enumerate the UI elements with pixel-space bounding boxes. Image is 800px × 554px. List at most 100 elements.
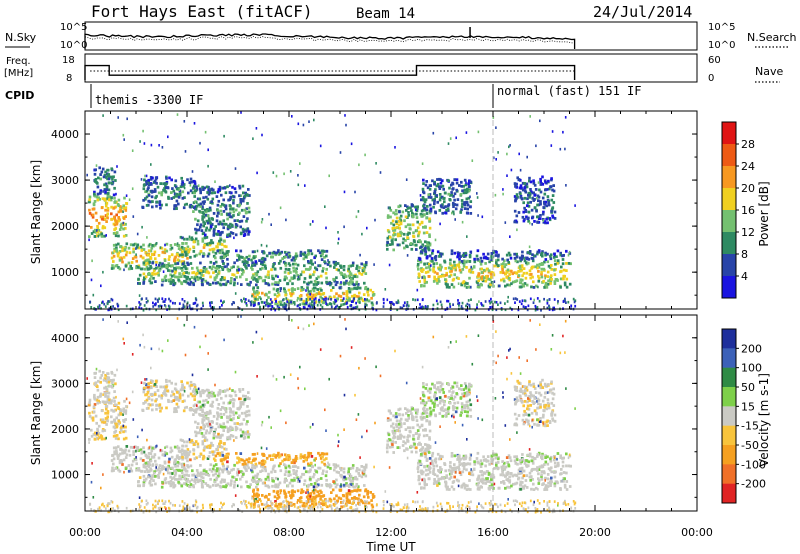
power-cell — [335, 268, 339, 271]
power-cell — [444, 278, 447, 281]
power-cell — [522, 305, 525, 308]
velocity-cell — [144, 400, 147, 404]
power-cell — [537, 276, 541, 280]
power-cell — [429, 211, 432, 215]
power-cell — [310, 280, 313, 284]
power-cell — [542, 219, 545, 222]
velocity-cell — [255, 481, 258, 484]
velocity-cell — [248, 457, 251, 461]
power-cell — [88, 208, 91, 212]
power-cell — [124, 206, 128, 210]
velocity-cell — [212, 450, 216, 454]
velocity-cell — [274, 485, 277, 488]
power-cell — [353, 306, 355, 310]
velocity-cell — [174, 388, 178, 392]
power-cell — [462, 252, 466, 255]
power-cell — [523, 299, 526, 302]
velocity-cell — [88, 398, 92, 402]
velocity-cell — [309, 452, 313, 455]
power-cell — [384, 288, 387, 291]
power-cell — [544, 281, 548, 285]
velocity-cell — [202, 405, 206, 408]
power-cell — [122, 133, 125, 137]
velocity-cell — [201, 410, 204, 414]
velocity-cell — [106, 419, 109, 423]
velocity-cell — [355, 483, 359, 486]
power-cell — [456, 263, 459, 267]
velocity-cell — [216, 414, 220, 418]
power-cell — [305, 301, 308, 305]
power-cell — [224, 252, 227, 256]
velocity-cell — [174, 458, 177, 461]
power-cell — [544, 253, 547, 257]
velocity-cell — [96, 401, 100, 405]
power-cell — [117, 198, 121, 202]
velocity-cell — [237, 416, 240, 419]
velocity-cell — [146, 464, 150, 468]
power-cell — [401, 210, 405, 214]
power-cell — [404, 225, 408, 229]
power-cell — [397, 232, 400, 236]
power-cell — [449, 267, 453, 270]
colorbar-swatch — [722, 144, 736, 167]
velocity-cell — [119, 408, 122, 411]
velocity-cell — [262, 454, 266, 457]
power-cell — [277, 275, 279, 278]
power-cell — [553, 306, 555, 310]
power-cell — [271, 265, 275, 269]
power-cell — [96, 192, 100, 196]
power-cell — [115, 213, 118, 217]
power-cell — [428, 235, 431, 238]
power-cell — [284, 293, 287, 297]
power-cell — [262, 260, 266, 263]
power-cell — [251, 250, 255, 254]
velocity-cell — [163, 453, 167, 457]
velocity-cell — [161, 464, 164, 468]
power-cell — [322, 301, 325, 305]
power-cell — [96, 181, 99, 185]
power-cell — [138, 294, 141, 297]
power-x-ticks — [84, 111, 698, 309]
power-cell — [515, 255, 519, 259]
velocity-cell — [109, 401, 113, 405]
power-cell — [191, 205, 194, 208]
power-cell — [186, 275, 190, 279]
power-cell — [282, 287, 286, 291]
power-cell — [546, 275, 549, 278]
power-cell — [97, 221, 101, 225]
power-cell — [139, 140, 141, 143]
power-cell — [261, 256, 265, 260]
power-cell — [564, 297, 566, 301]
velocity-cell — [151, 446, 154, 450]
power-cell — [117, 116, 119, 119]
power-cell — [196, 269, 200, 272]
power-cell — [541, 212, 545, 216]
power-cell — [127, 267, 131, 271]
power-cell — [94, 178, 98, 181]
power-cell — [513, 271, 516, 275]
velocity-cell — [173, 473, 177, 477]
power-cell — [260, 220, 263, 224]
power-cell — [544, 274, 547, 278]
velocity-cell — [93, 431, 97, 435]
power-cell — [491, 256, 494, 260]
power-cell — [461, 301, 464, 305]
power-cell — [551, 194, 555, 197]
velocity-cell — [118, 452, 122, 456]
power-cell — [186, 178, 189, 182]
n-tick-right-top: 10^5 — [708, 22, 735, 33]
velocity-cell — [210, 390, 214, 394]
power-cell — [288, 263, 292, 267]
power-cell — [185, 242, 188, 245]
power-cell — [235, 249, 238, 253]
velocity-cell — [335, 470, 339, 474]
power-cell — [178, 302, 181, 305]
power-cell — [340, 273, 343, 276]
velocity-cell — [218, 442, 221, 446]
power-cell — [165, 177, 168, 180]
power-cell — [339, 151, 342, 154]
power-cell — [226, 233, 229, 237]
power-cell — [514, 280, 517, 283]
velocity-cell — [232, 404, 235, 408]
